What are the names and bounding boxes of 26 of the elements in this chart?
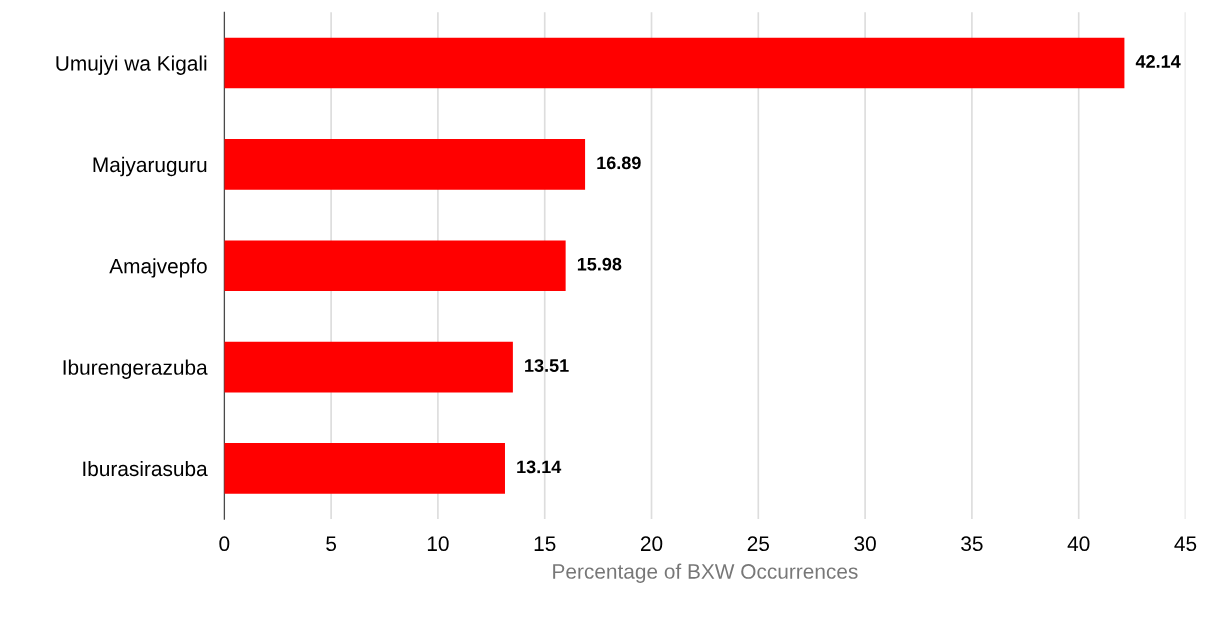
x-tick-label: 35: [961, 536, 983, 552]
y-tick-label: Amajvepfo: [109, 258, 207, 278]
data-label: 42.14: [1135, 55, 1181, 68]
x-tick-label: 40: [1067, 536, 1090, 552]
x-tick-label: 30: [854, 536, 876, 552]
x-tick-label: 10: [427, 536, 449, 552]
bar: [224, 139, 586, 190]
data-label: 15.98: [577, 257, 622, 271]
x-tick-label: 0: [219, 536, 230, 552]
x-tick-label: 15: [534, 536, 556, 552]
data-label: 13.51: [525, 359, 569, 372]
x-tick-label: 20: [640, 536, 663, 552]
x-tick-label: 25: [747, 536, 770, 552]
bar: [224, 341, 513, 393]
y-tick-label: Iburasirasuba: [83, 460, 208, 477]
x-tick-label: 5: [326, 536, 337, 552]
bar: [224, 443, 505, 494]
x-axis-title: Percentage of BXW Occurrences: [553, 563, 858, 583]
y-tick-label: Majyaruguru: [93, 156, 207, 177]
x-tick-label: 45: [1174, 536, 1197, 552]
bar: [224, 37, 1125, 89]
y-tick-label: Iburengerazuba: [63, 359, 208, 379]
y-tick-label: Umujyi wa Kigali: [56, 55, 207, 75]
data-label: 16.89: [597, 156, 641, 170]
data-label: 13.14: [517, 460, 562, 474]
bar: [224, 240, 566, 292]
